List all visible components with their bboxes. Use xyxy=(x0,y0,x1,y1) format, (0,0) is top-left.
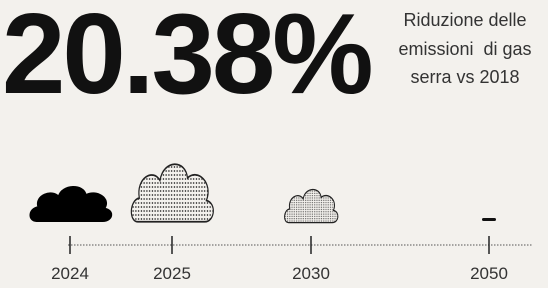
cloud-2050 xyxy=(482,218,496,221)
cloud-2024 xyxy=(30,187,111,222)
cloud-2030 xyxy=(285,189,338,222)
year-label: 2025 xyxy=(153,264,191,283)
cloud-2025 xyxy=(131,164,213,222)
timeline: 2024 2025 2030 2050 xyxy=(0,0,548,288)
year-label: 2050 xyxy=(470,264,508,283)
year-label: 2030 xyxy=(292,264,330,283)
page: 20.38% Riduzione delle emissioni di gas … xyxy=(0,0,548,288)
year-label: 2024 xyxy=(51,264,89,283)
